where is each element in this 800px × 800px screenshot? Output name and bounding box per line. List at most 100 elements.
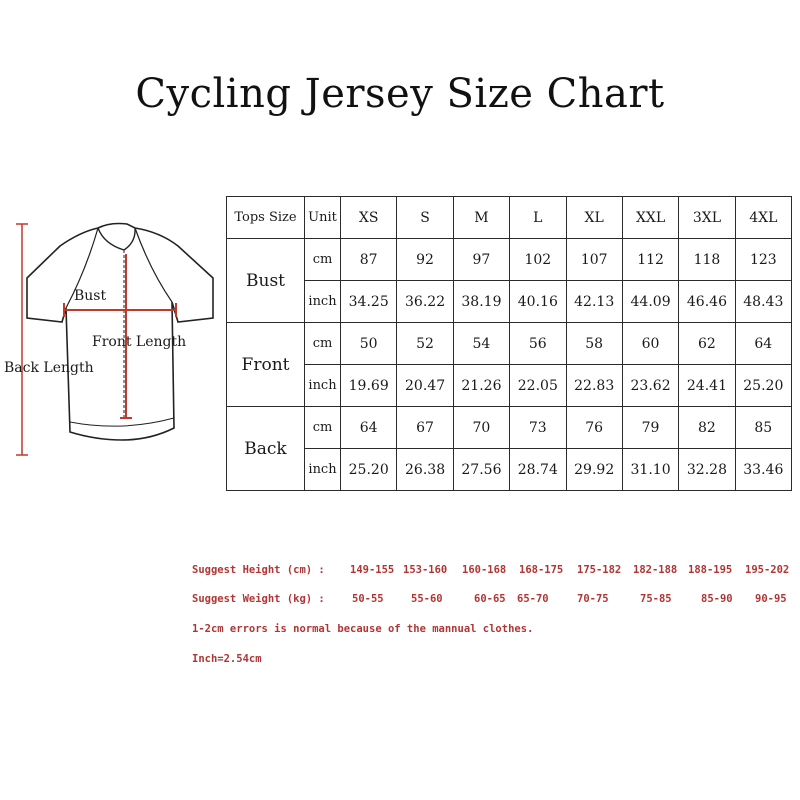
value-cell: 22.83 (565, 364, 623, 407)
unit-header: Unit (304, 196, 341, 239)
value-cell: 31.10 (621, 448, 680, 491)
weight-value: 55-60 (411, 593, 443, 605)
value-cell: 92 (396, 238, 454, 281)
table-header-row: Tops Size Unit XS S M L XL XXL 3XL 4XL (226, 196, 793, 239)
suggest-weight-label: Suggest Weight (kg) : (192, 593, 325, 605)
value-cell: 107 (565, 238, 623, 281)
value-cell: 112 (621, 238, 680, 281)
back-length-label: Back Length (4, 360, 94, 376)
table-row: Back cm 64 67 70 73 76 79 82 85 (226, 406, 793, 491)
height-value: 188-195 (688, 564, 733, 576)
value-cell: 54 (452, 322, 511, 365)
bust-label: Bust (74, 288, 107, 304)
size-header: XS (339, 196, 398, 239)
jersey-outline-icon (16, 222, 214, 456)
value-cell: 44.09 (621, 280, 680, 323)
value-cell: 38.19 (452, 280, 511, 323)
size-header: L (509, 196, 567, 239)
size-header: XL (565, 196, 623, 239)
value-cell: 25.20 (339, 448, 398, 491)
value-cell: 48.43 (734, 280, 793, 323)
weight-value: 60-65 (474, 593, 506, 605)
height-value: 160-168 (462, 564, 507, 576)
size-header: S (396, 196, 454, 239)
value-cell: 76 (565, 406, 623, 449)
value-cell: 52 (396, 322, 454, 365)
height-value: 168-175 (519, 564, 564, 576)
value-cell: 40.16 (509, 280, 567, 323)
group-label-back: Back (226, 406, 305, 491)
height-value: 195-202 (745, 564, 790, 576)
value-cell: 28.74 (509, 448, 567, 491)
table-row: Front cm 50 52 54 56 58 60 62 64 (226, 322, 793, 407)
value-cell: 19.69 (339, 364, 398, 407)
value-cell: 36.22 (396, 280, 454, 323)
weight-value: 85-90 (701, 593, 733, 605)
value-cell: 22.05 (509, 364, 567, 407)
value-cell: 73 (509, 406, 567, 449)
group-label-front: Front (226, 322, 305, 407)
size-header: 3XL (678, 196, 736, 239)
group-label-bust: Bust (226, 238, 305, 323)
weight-value: 75-85 (640, 593, 672, 605)
unit-cell: cm (304, 322, 341, 365)
value-cell: 102 (509, 238, 567, 281)
value-cell: 46.46 (678, 280, 736, 323)
suggest-height-row: Suggest Height (cm) : 149-155 153-160 16… (0, 564, 800, 584)
value-cell: 24.41 (678, 364, 736, 407)
unit-cell: inch (304, 448, 341, 491)
error-note: 1-2cm errors is normal because of the ma… (192, 623, 534, 635)
value-cell: 87 (339, 238, 398, 281)
value-cell: 85 (734, 406, 793, 449)
value-cell: 64 (734, 322, 793, 365)
table-row: inch 19.69 20.47 21.26 22.05 22.83 23.62… (227, 364, 793, 407)
weight-value: 50-55 (352, 593, 384, 605)
weight-value: 65-70 (517, 593, 549, 605)
value-cell: 42.13 (565, 280, 623, 323)
value-cell: 64 (339, 406, 398, 449)
value-cell: 26.38 (396, 448, 454, 491)
unit-cell: cm (304, 406, 341, 449)
corner-cell: Tops Size (226, 196, 305, 239)
value-cell: 50 (339, 322, 398, 365)
unit-cell: inch (304, 280, 341, 323)
table-row: inch 34.25 36.22 38.19 40.16 42.13 44.09… (227, 280, 793, 323)
weight-value: 90-95 (755, 593, 787, 605)
inch-note: Inch=2.54cm (192, 653, 262, 665)
unit-cell: cm (304, 238, 341, 281)
value-cell: 70 (452, 406, 511, 449)
weight-value: 70-75 (577, 593, 609, 605)
value-cell: 27.56 (452, 448, 511, 491)
suggest-height-label: Suggest Height (cm) : (192, 564, 325, 576)
value-cell: 118 (678, 238, 736, 281)
size-header: 4XL (734, 196, 793, 239)
value-cell: 56 (509, 322, 567, 365)
value-cell: 58 (565, 322, 623, 365)
value-cell: 21.26 (452, 364, 511, 407)
size-header: M (452, 196, 511, 239)
value-cell: 20.47 (396, 364, 454, 407)
value-cell: 82 (678, 406, 736, 449)
height-value: 175-182 (577, 564, 622, 576)
value-cell: 25.20 (734, 364, 793, 407)
height-value: 182-188 (633, 564, 678, 576)
jersey-diagram: Bust Front Length Back Length (0, 210, 230, 470)
value-cell: 60 (621, 322, 680, 365)
value-cell: 123 (734, 238, 793, 281)
value-cell: 29.92 (565, 448, 623, 491)
value-cell: 33.46 (734, 448, 793, 491)
front-length-label: Front Length (92, 334, 187, 350)
table-row: inch 25.20 26.38 27.56 28.74 29.92 31.10… (227, 448, 793, 491)
table-row: Bust cm 87 92 97 102 107 112 118 123 (226, 238, 793, 323)
page-title: Cycling Jersey Size Chart (135, 71, 665, 117)
size-table: Tops Size Unit XS S M L XL XXL 3XL 4XL B… (226, 196, 793, 491)
size-header: XXL (621, 196, 680, 239)
height-value: 153-160 (403, 564, 448, 576)
suggestion-block: Suggest Height (cm) : 149-155 153-160 16… (0, 560, 800, 680)
value-cell: 62 (678, 322, 736, 365)
value-cell: 34.25 (339, 280, 398, 323)
suggest-weight-row: Suggest Weight (kg) : 50-55 55-60 60-65 … (0, 593, 800, 613)
value-cell: 67 (396, 406, 454, 449)
height-value: 149-155 (350, 564, 395, 576)
value-cell: 23.62 (621, 364, 680, 407)
